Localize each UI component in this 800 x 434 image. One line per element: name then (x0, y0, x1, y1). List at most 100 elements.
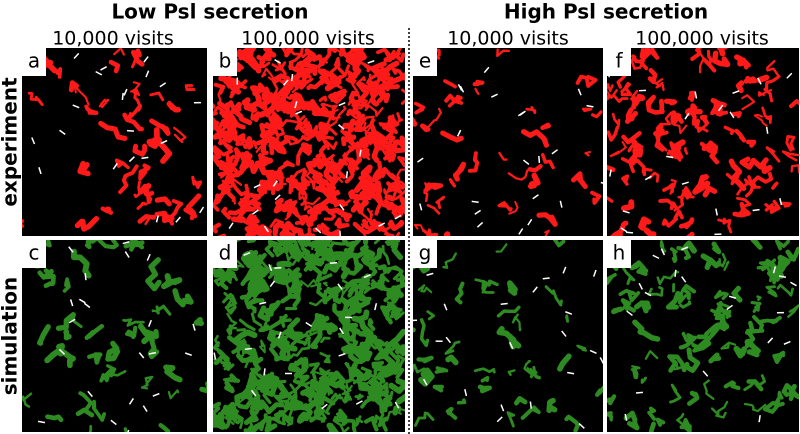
cluster (213, 82, 226, 95)
cluster (390, 168, 405, 181)
cluster (763, 81, 774, 103)
cell (148, 351, 157, 355)
cluster (418, 367, 435, 387)
cell (417, 157, 424, 163)
cluster (745, 175, 755, 198)
cluster (564, 414, 580, 432)
cluster (474, 87, 480, 96)
cell (426, 272, 434, 276)
cluster (246, 240, 257, 244)
cell (253, 183, 261, 189)
cluster (344, 262, 364, 276)
cell (252, 209, 259, 215)
cluster (682, 188, 693, 200)
cell (577, 88, 582, 96)
cell (456, 129, 462, 137)
cell (609, 169, 612, 177)
cluster (715, 411, 727, 419)
cluster (240, 390, 253, 401)
cell (457, 84, 463, 91)
cluster (250, 367, 268, 382)
cell (624, 413, 628, 421)
cluster (74, 216, 100, 232)
cluster (99, 367, 114, 383)
cluster (256, 50, 272, 65)
cell (274, 58, 281, 64)
cluster (290, 332, 311, 347)
cluster (335, 156, 348, 180)
cluster (442, 252, 457, 269)
cluster (360, 387, 382, 409)
cluster (314, 240, 333, 250)
cluster (620, 85, 632, 97)
cluster (678, 335, 697, 350)
cluster (304, 48, 325, 66)
cluster (227, 199, 262, 216)
cell (374, 303, 378, 311)
cluster (213, 341, 230, 366)
cluster (185, 193, 202, 210)
cell (600, 181, 603, 184)
cluster (390, 311, 405, 321)
cluster (687, 390, 700, 406)
cluster (348, 366, 357, 380)
cluster (401, 137, 405, 148)
cell (184, 352, 193, 357)
cluster (472, 79, 485, 87)
cluster (525, 106, 537, 115)
cell (592, 269, 597, 277)
cluster (352, 374, 363, 385)
cluster (679, 417, 692, 432)
cluster (310, 333, 323, 350)
cluster (361, 62, 371, 70)
cluster (37, 268, 54, 280)
panel-letter: h (613, 241, 626, 265)
cluster (351, 331, 356, 344)
panel-letter: c (29, 241, 40, 265)
cluster (689, 109, 701, 129)
cluster (640, 376, 647, 384)
cluster (227, 118, 240, 135)
cluster (391, 274, 405, 291)
cluster (280, 289, 301, 308)
cluster (264, 241, 283, 258)
cluster (324, 72, 342, 92)
cluster (507, 169, 529, 181)
cluster (155, 304, 172, 316)
cell (500, 404, 505, 412)
cluster (388, 219, 405, 231)
cluster (199, 381, 207, 394)
cell (681, 246, 689, 251)
cluster (140, 375, 154, 390)
cluster (118, 164, 139, 195)
cluster (391, 287, 401, 304)
cluster (419, 318, 430, 348)
cluster (263, 300, 281, 317)
cluster (557, 353, 572, 372)
cluster (359, 83, 383, 98)
cluster (397, 155, 405, 168)
cluster (394, 189, 405, 201)
cell (213, 352, 217, 360)
cluster (621, 130, 642, 145)
cluster (787, 383, 799, 400)
cell (143, 56, 149, 63)
cluster (376, 72, 385, 82)
cluster (293, 356, 309, 379)
cell (78, 298, 86, 304)
cluster (221, 206, 232, 220)
cluster (258, 399, 285, 415)
cluster (364, 415, 379, 432)
cluster (391, 204, 403, 215)
cluster (676, 412, 687, 428)
cluster (381, 244, 391, 266)
cell (339, 203, 345, 211)
panel: d (213, 240, 405, 432)
cluster (621, 266, 636, 285)
cluster (302, 56, 318, 76)
cell (532, 286, 538, 293)
cluster (309, 415, 326, 423)
cluster (350, 199, 369, 215)
panel: c (22, 240, 207, 432)
